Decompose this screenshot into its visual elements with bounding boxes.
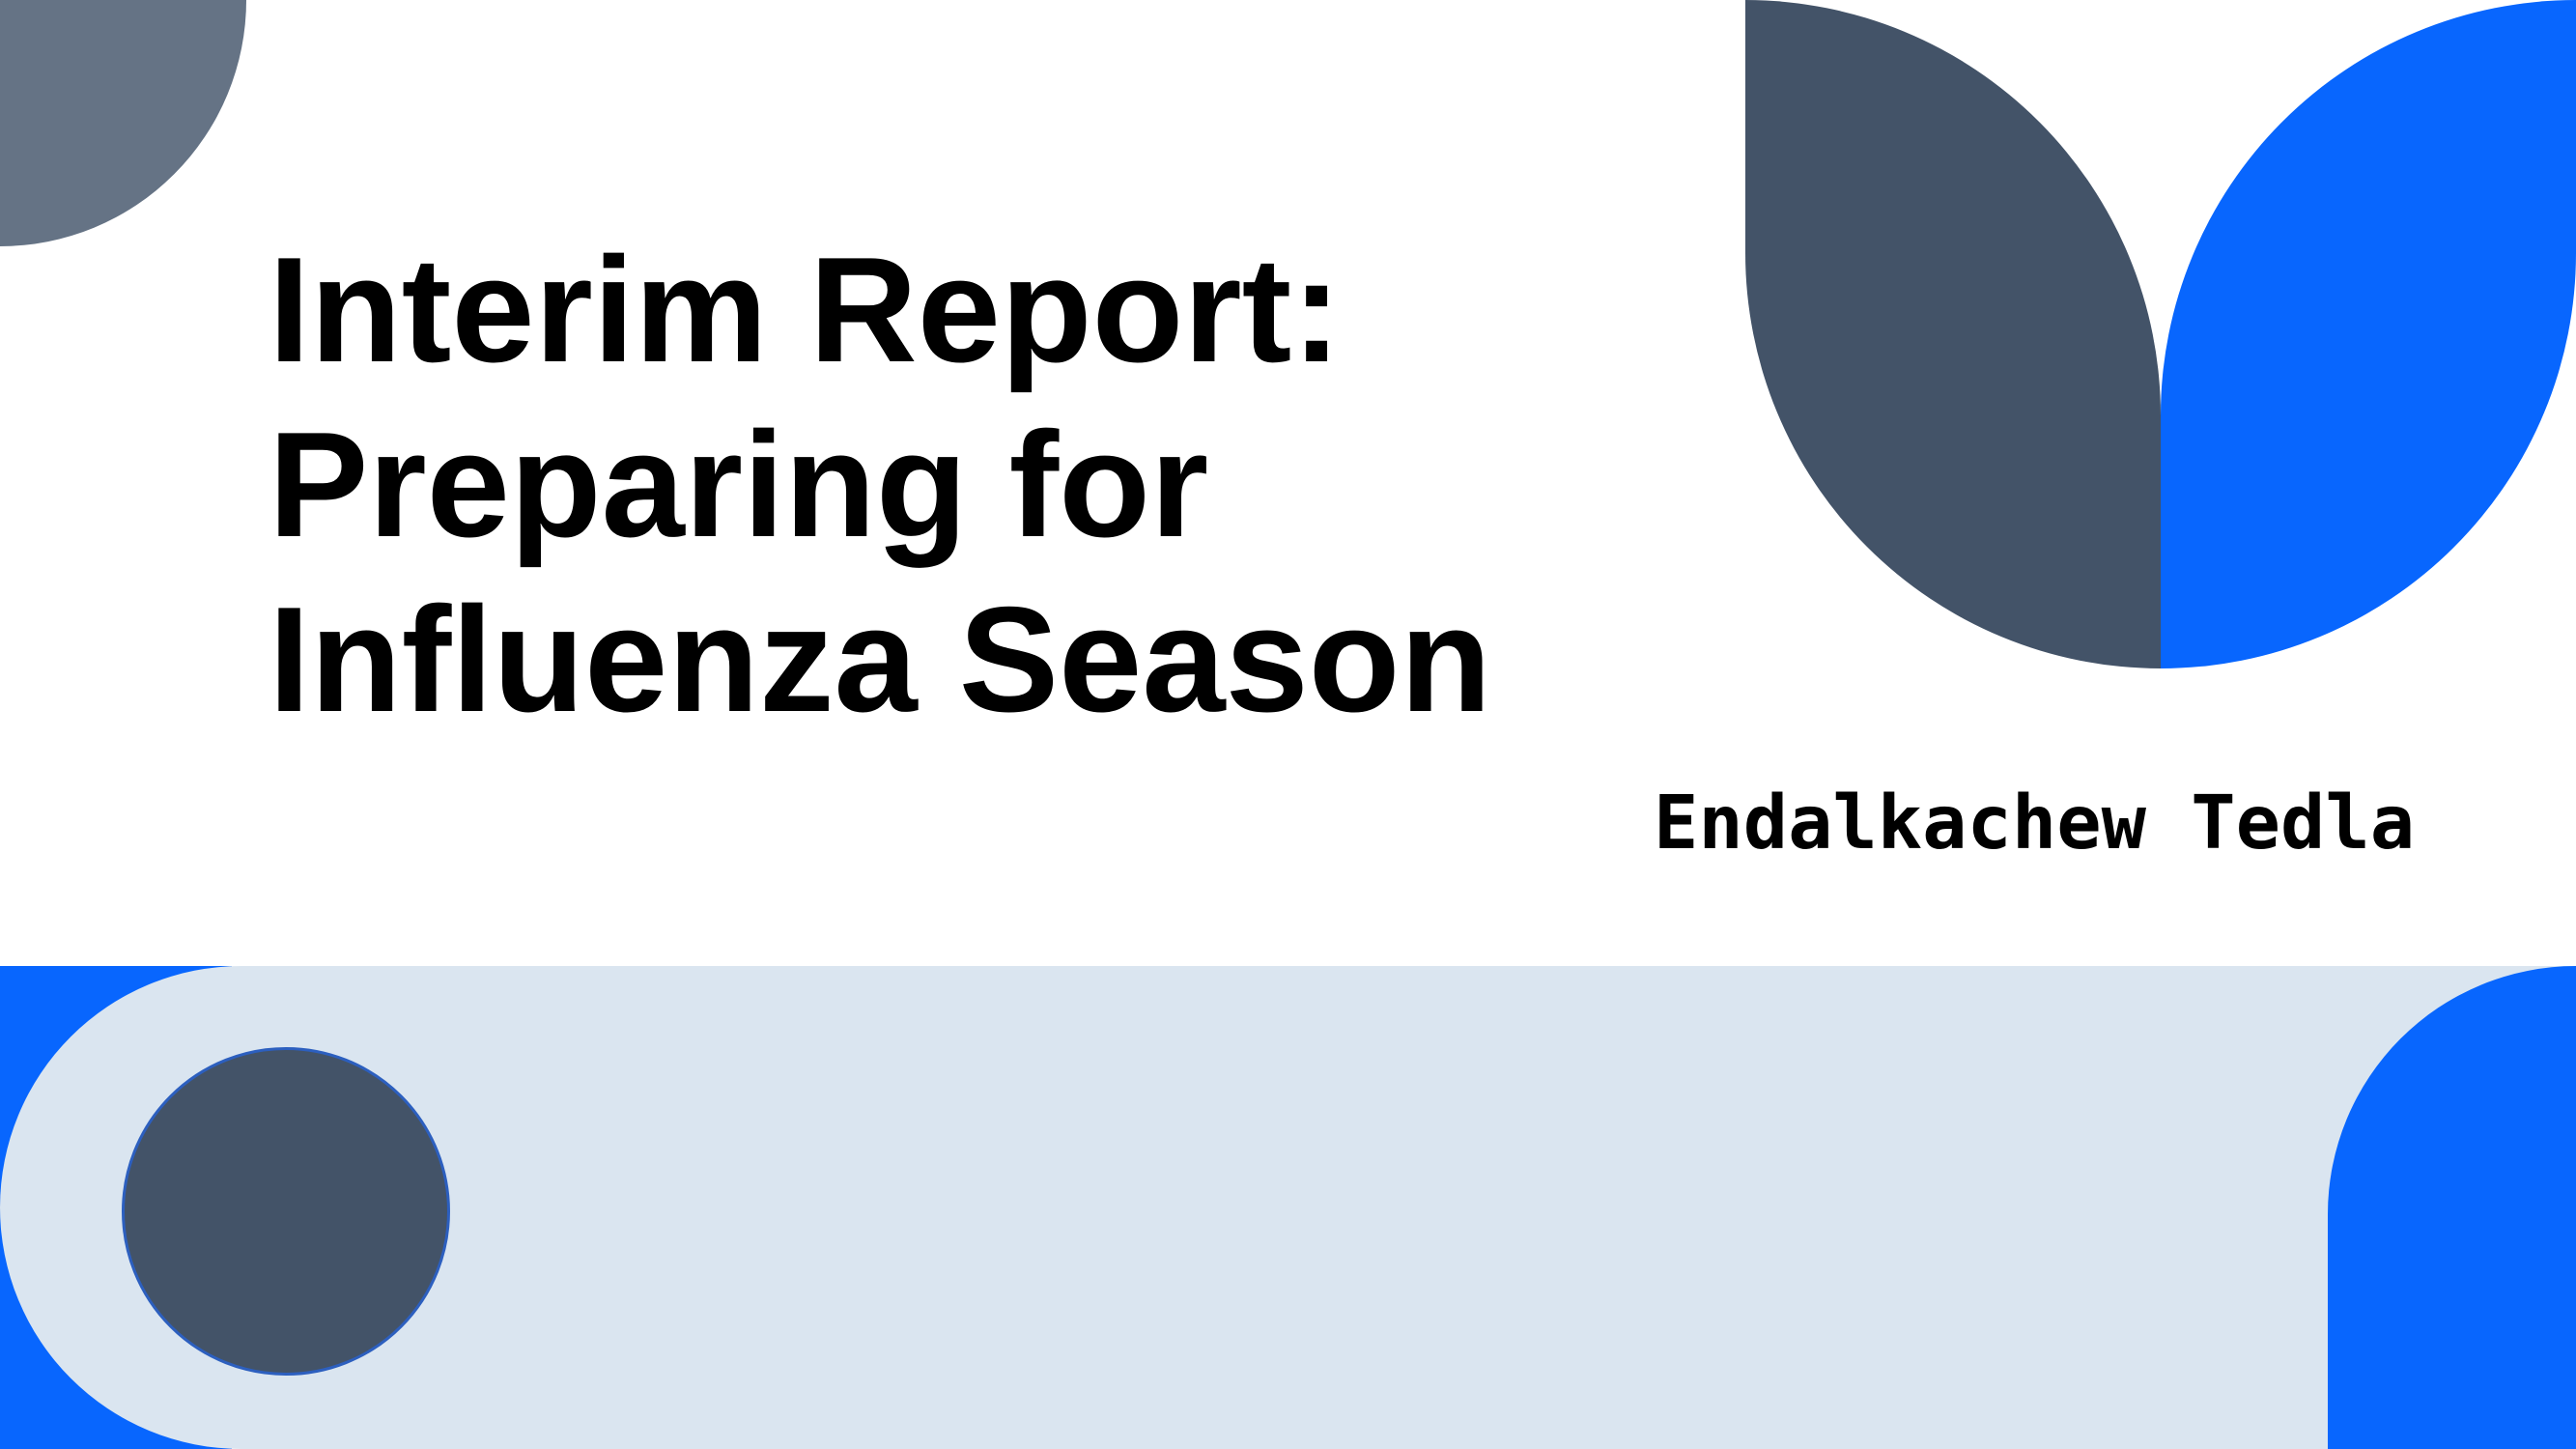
title-line-2: Preparing for [269, 401, 1209, 568]
top-right-dark-leaf-shape [1745, 0, 2161, 668]
bottom-circle [122, 1047, 450, 1376]
title-line-3: Influenza Season [269, 576, 1492, 743]
top-left-quarter-circle [0, 0, 246, 246]
author-name: Endalkachew Tedla [1654, 781, 2416, 867]
top-right-blue-leaf-shape [2161, 0, 2576, 668]
slide-title: Interim Report: Preparing for Influenza … [269, 222, 1491, 747]
title-line-1: Interim Report: [269, 226, 1342, 393]
